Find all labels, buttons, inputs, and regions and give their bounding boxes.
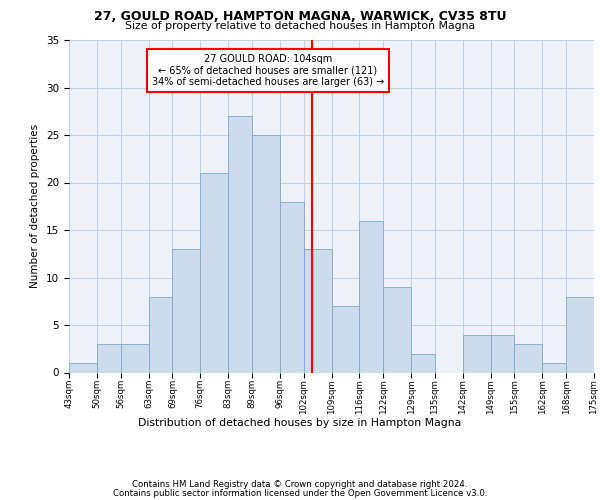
Bar xyxy=(491,334,514,372)
Bar xyxy=(331,306,359,372)
Bar xyxy=(514,344,542,372)
Text: 27 GOULD ROAD: 104sqm
← 65% of detached houses are smaller (121)
34% of semi-det: 27 GOULD ROAD: 104sqm ← 65% of detached … xyxy=(152,54,384,88)
Bar xyxy=(359,220,383,372)
Text: Distribution of detached houses by size in Hampton Magna: Distribution of detached houses by size … xyxy=(139,418,461,428)
Text: Contains HM Land Registry data © Crown copyright and database right 2024.: Contains HM Land Registry data © Crown c… xyxy=(132,480,468,489)
Bar xyxy=(566,296,594,372)
Text: Contains public sector information licensed under the Open Government Licence v3: Contains public sector information licen… xyxy=(113,488,487,498)
Bar xyxy=(69,363,97,372)
Bar xyxy=(463,334,491,372)
Bar xyxy=(121,344,149,372)
Bar xyxy=(172,249,200,372)
Bar xyxy=(304,249,331,372)
Bar xyxy=(252,135,280,372)
Bar xyxy=(542,363,566,372)
Bar xyxy=(149,296,172,372)
Bar xyxy=(411,354,435,372)
Bar xyxy=(97,344,121,372)
Bar xyxy=(200,173,228,372)
Bar xyxy=(383,287,411,372)
Bar xyxy=(228,116,252,372)
Text: Size of property relative to detached houses in Hampton Magna: Size of property relative to detached ho… xyxy=(125,21,475,31)
Y-axis label: Number of detached properties: Number of detached properties xyxy=(31,124,40,288)
Bar xyxy=(280,202,304,372)
Text: 27, GOULD ROAD, HAMPTON MAGNA, WARWICK, CV35 8TU: 27, GOULD ROAD, HAMPTON MAGNA, WARWICK, … xyxy=(94,10,506,23)
